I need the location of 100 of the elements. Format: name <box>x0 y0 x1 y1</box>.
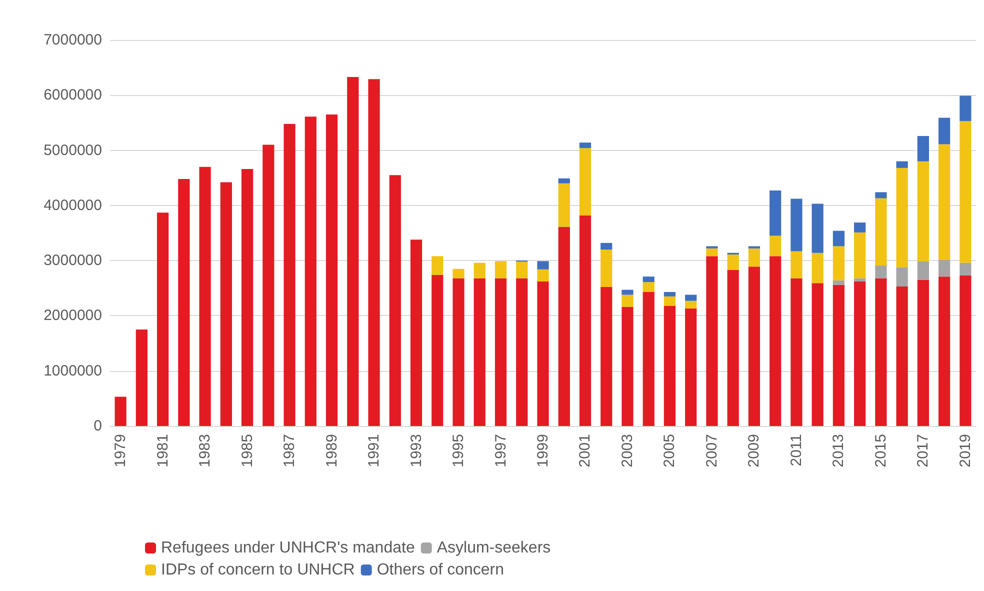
bar <box>452 268 464 278</box>
bar <box>199 166 211 426</box>
x-tick-label: 1979 <box>112 434 130 468</box>
x-tick-label: 2007 <box>703 434 720 468</box>
bar <box>875 198 887 266</box>
bar <box>537 261 549 270</box>
bar <box>770 190 782 236</box>
x-tick-label: 1997 <box>492 434 510 468</box>
x-tick-label: 2013 <box>830 434 848 468</box>
bar <box>790 198 802 252</box>
bar <box>960 275 972 426</box>
bar <box>832 246 845 280</box>
bar <box>938 260 950 277</box>
bar <box>685 294 697 301</box>
bar <box>770 236 782 256</box>
bar <box>748 248 760 267</box>
bar <box>832 230 845 246</box>
bar <box>854 222 866 232</box>
x-tick-label: 1995 <box>450 434 468 468</box>
y-tick-label: 1000000 <box>44 362 102 380</box>
bar <box>304 116 316 426</box>
y-tick-label: 2000000 <box>44 307 102 324</box>
bar <box>664 306 676 426</box>
bar <box>875 278 887 426</box>
bar <box>622 294 634 307</box>
bar <box>917 280 930 426</box>
bar <box>896 168 908 268</box>
bar <box>494 261 507 278</box>
bar <box>917 136 930 162</box>
bar <box>537 269 549 282</box>
bar <box>938 276 950 426</box>
bar <box>706 256 718 426</box>
bar <box>832 284 845 426</box>
bar <box>896 267 908 286</box>
bar <box>494 278 507 426</box>
bar <box>896 161 908 168</box>
legend-label: Asylum-seekers <box>436 540 551 556</box>
bar <box>854 278 866 282</box>
x-tick-label: 2005 <box>661 434 678 468</box>
bar <box>727 270 739 426</box>
bar <box>432 274 444 426</box>
bar <box>178 178 190 426</box>
x-tick-label: 1983 <box>196 434 214 468</box>
bar <box>389 175 401 426</box>
bar <box>516 278 528 426</box>
bar <box>220 182 232 426</box>
x-tick-label: 2017 <box>914 434 932 468</box>
y-tick-label: 3000000 <box>44 252 102 270</box>
bar <box>558 226 570 426</box>
bar <box>262 144 274 426</box>
x-tick-label: 2015 <box>872 434 890 468</box>
y-tick-label: 6000000 <box>44 86 102 104</box>
bar <box>790 278 802 426</box>
bar <box>600 287 612 426</box>
x-tick-label: 2019 <box>956 434 974 468</box>
bar <box>579 215 592 426</box>
x-tick-label: 1985 <box>238 434 256 468</box>
bar <box>136 330 148 426</box>
bar <box>537 282 549 426</box>
bar <box>326 114 338 426</box>
bar <box>812 204 824 253</box>
bar <box>452 278 464 426</box>
bar <box>600 242 612 250</box>
bar <box>600 250 612 288</box>
bar <box>938 118 950 144</box>
x-tick-label: 2003 <box>618 434 636 468</box>
bar <box>685 300 697 309</box>
y-tick-label: 4000000 <box>44 196 102 214</box>
legend-label: Others of concern <box>376 562 504 578</box>
bar <box>960 96 972 122</box>
bar <box>241 169 254 426</box>
legend-label: IDPs of concern to UNHCR <box>161 562 355 578</box>
bar <box>558 183 570 227</box>
bar <box>410 240 422 426</box>
bar <box>642 282 654 292</box>
bar <box>432 256 444 275</box>
x-tick-label: 2009 <box>746 434 763 468</box>
x-tick-label: 1993 <box>408 434 425 468</box>
bar <box>642 292 654 426</box>
bar <box>368 79 380 426</box>
bar <box>516 262 528 278</box>
bar <box>622 306 634 426</box>
x-tick-label: 1989 <box>323 434 340 468</box>
bar <box>727 254 739 270</box>
bar <box>706 248 718 256</box>
bar <box>790 251 802 278</box>
bar <box>854 282 866 426</box>
x-tick-label: 2011 <box>788 434 805 466</box>
bar <box>917 261 930 280</box>
bar <box>664 296 676 306</box>
bar <box>579 148 592 216</box>
bar <box>579 142 592 148</box>
bar <box>854 232 866 278</box>
bar <box>685 308 697 426</box>
bar <box>558 178 570 184</box>
x-tick-label: 1987 <box>281 434 298 468</box>
x-tick-label: 1981 <box>154 434 172 468</box>
bar <box>960 262 972 276</box>
bar <box>875 266 887 278</box>
bar <box>114 396 126 426</box>
